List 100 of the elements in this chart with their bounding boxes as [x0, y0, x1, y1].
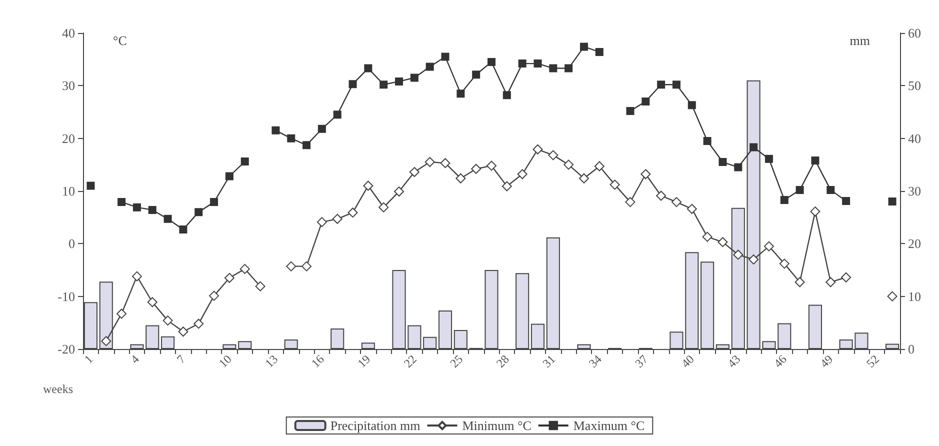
point: [826, 277, 836, 288]
x-tick-label: 52: [863, 352, 882, 370]
x-tick-label: 46: [770, 352, 790, 370]
point: [409, 167, 420, 178]
point: [178, 326, 188, 337]
point: [224, 272, 234, 283]
point: [240, 264, 250, 274]
point: [378, 202, 389, 212]
point: [116, 308, 127, 319]
point: [471, 164, 482, 174]
y2-tick-label: 60: [908, 26, 921, 40]
legend-label: Minimum °C: [462, 418, 532, 433]
point: [86, 182, 95, 190]
point: [101, 336, 112, 346]
point: [688, 101, 696, 110]
point: [671, 197, 682, 208]
point: [626, 106, 634, 115]
y-tick-label: 0: [68, 236, 75, 252]
x-tick-label: 19: [354, 352, 374, 370]
point: [810, 206, 820, 217]
point: [148, 206, 156, 214]
point: [348, 80, 357, 88]
y-tick-label: -20: [58, 342, 75, 356]
point: [640, 169, 651, 180]
point: [394, 186, 404, 197]
x-tick-label: 31: [540, 352, 558, 370]
point: [672, 80, 680, 89]
point: [794, 277, 805, 288]
point: [750, 143, 758, 152]
point: [147, 297, 158, 308]
point: [796, 186, 804, 194]
point: [718, 237, 728, 248]
point: [887, 291, 898, 302]
point: [287, 134, 296, 142]
point: [440, 158, 450, 168]
point: [333, 110, 342, 119]
x-axis-title: weeks: [43, 382, 74, 396]
point: [380, 80, 388, 89]
point: [748, 254, 759, 264]
point: [595, 48, 604, 56]
point: [686, 204, 697, 214]
point: [580, 42, 588, 51]
point: [132, 271, 142, 282]
x-tick-label: 25: [447, 352, 466, 370]
point: [578, 173, 589, 184]
point: [286, 261, 296, 272]
legend-label: Precipitation mm: [330, 418, 420, 433]
point: [179, 225, 188, 234]
point: [502, 91, 511, 100]
point: [225, 172, 234, 180]
point: [318, 124, 326, 133]
x-tick-label: 13: [262, 352, 281, 370]
point: [255, 281, 266, 292]
point: [164, 214, 172, 223]
point: [657, 80, 666, 89]
point: [532, 144, 543, 154]
point: [594, 161, 604, 172]
point: [426, 62, 434, 71]
point: [564, 64, 573, 72]
x-tick-label: 40: [678, 352, 697, 370]
point: [488, 58, 496, 66]
x-tick-label: 22: [401, 352, 420, 370]
point: [456, 173, 466, 184]
point: [610, 180, 620, 190]
x-tick-label: 49: [817, 352, 836, 370]
point: [518, 60, 526, 68]
point: [240, 158, 249, 166]
x-tick-label: 1: [82, 352, 96, 366]
y2-axis-title: mm: [850, 33, 870, 48]
point: [316, 217, 327, 228]
legend-label: Maximum °C: [573, 418, 645, 433]
point: [332, 214, 342, 224]
point: [549, 64, 558, 72]
point: [779, 258, 790, 269]
point: [702, 232, 712, 242]
point: [302, 261, 312, 272]
point: [456, 90, 465, 98]
point: [441, 52, 450, 61]
point: [272, 126, 280, 134]
point: [486, 160, 496, 171]
point: [395, 77, 404, 86]
point: [162, 316, 173, 326]
x-tick-label: 4: [128, 352, 142, 366]
point: [764, 241, 774, 252]
x-tick-label: 7: [174, 352, 188, 366]
point: [780, 196, 788, 204]
y-tick-label: 30: [62, 78, 75, 94]
y-tick-label: 40: [62, 26, 75, 40]
point: [302, 141, 311, 150]
point: [502, 181, 512, 192]
point: [194, 318, 204, 329]
point: [734, 163, 742, 172]
x-tick-label: 37: [632, 352, 651, 370]
point: [517, 169, 528, 180]
point: [363, 180, 374, 191]
point: [548, 150, 558, 160]
point: [424, 157, 435, 168]
y-tick-label: 20: [62, 130, 75, 146]
point: [764, 154, 773, 163]
point: [703, 136, 712, 145]
